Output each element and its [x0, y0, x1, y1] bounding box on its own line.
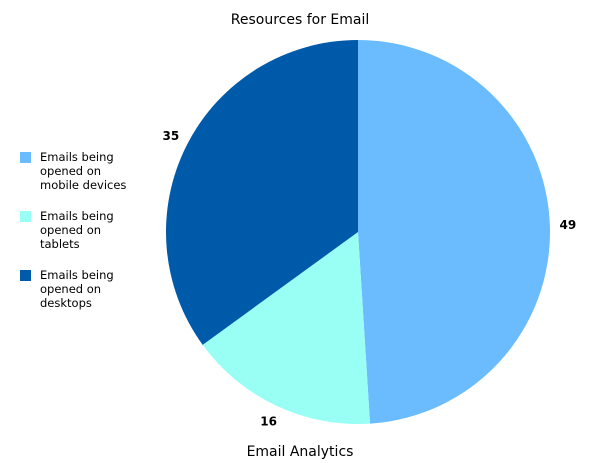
legend-label-desktops: Emails being opened on desktops: [40, 268, 114, 310]
legend-swatch-tablets: [20, 211, 31, 222]
legend-label-mobile: Emails being opened on mobile devices: [40, 150, 127, 192]
chart-title: Resources for Email: [230, 12, 370, 28]
data-label-tablets: 16: [260, 415, 277, 429]
data-label-mobile: 49: [560, 218, 577, 232]
chart-x-label: Email Analytics: [246, 444, 354, 460]
pie-slices: [166, 40, 550, 424]
legend-label-tablets: Emails being opened on tablets: [40, 209, 114, 251]
pie-slice-tablets: [202, 232, 371, 424]
pie-slice-mobile: [358, 40, 550, 424]
legend-swatch-desktops: [20, 270, 31, 281]
pie-data-labels: 49 16 35: [163, 129, 577, 428]
legend-swatch-mobile: [20, 152, 31, 163]
data-label-desktops: 35: [163, 129, 180, 143]
pie-slice-desktops: [166, 40, 358, 345]
